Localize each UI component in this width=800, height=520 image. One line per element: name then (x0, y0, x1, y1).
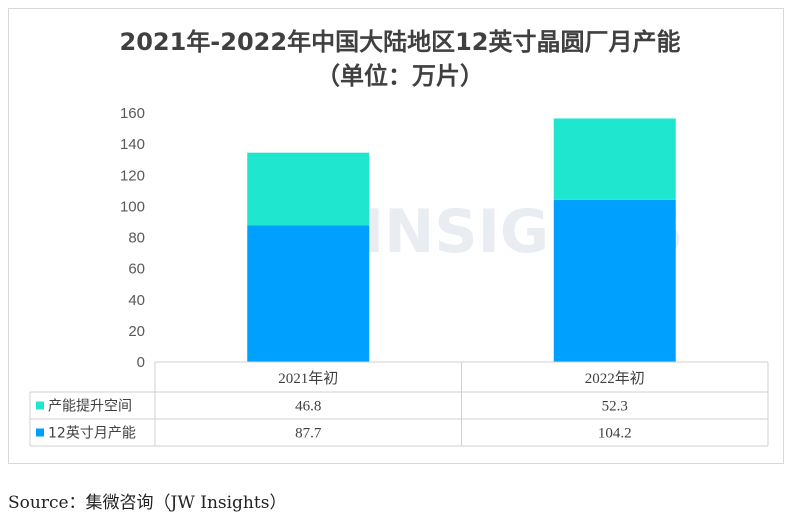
data-label: 87.7 (295, 426, 322, 442)
source-note: Source：集微咨询（JW Insights） (8, 493, 287, 513)
y-tick-label: 140 (120, 136, 145, 153)
legend-key (36, 428, 44, 437)
table-row-label: 产能提升空间 (48, 399, 132, 415)
category-label: 2022年初 (585, 370, 645, 387)
data-label: 46.8 (295, 399, 321, 415)
y-tick-label: 120 (120, 167, 145, 184)
bar-segment (553, 199, 676, 362)
y-tick-label: 100 (120, 198, 145, 215)
data-label: 52.3 (602, 399, 628, 415)
table-row-label: 12英寸月产能 (48, 425, 136, 442)
y-tick-label: 80 (128, 230, 145, 247)
y-tick-label: 0 (137, 354, 145, 371)
chart-subtitle: （单位：万片） (316, 62, 484, 90)
chart-title: 2021年-2022年中国大陆地区12英寸晶圆厂月产能 (119, 28, 681, 56)
y-tick-label: 20 (128, 323, 145, 340)
y-tick-label: 160 (120, 105, 145, 122)
data-label: 104.2 (598, 426, 632, 442)
bar-segment (247, 225, 370, 362)
bar-segment (553, 118, 676, 200)
category-label: 2021年初 (278, 370, 338, 387)
y-tick-label: 40 (128, 292, 145, 309)
legend-key (36, 401, 44, 410)
y-tick-label: 60 (128, 261, 145, 278)
bar-segment (247, 152, 370, 226)
